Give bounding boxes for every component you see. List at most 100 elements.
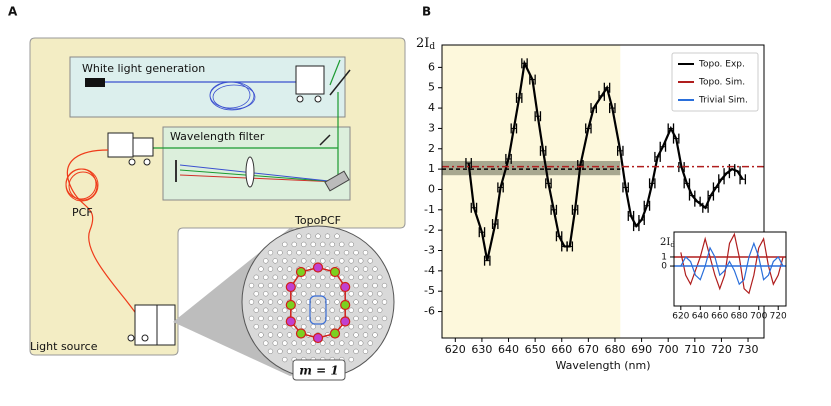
hole bbox=[377, 324, 383, 330]
hole bbox=[367, 291, 373, 297]
stage bbox=[156, 304, 176, 346]
hole bbox=[301, 324, 307, 330]
hole bbox=[334, 249, 340, 256]
hole bbox=[339, 241, 345, 248]
beam bbox=[179, 174, 339, 183]
beam bbox=[329, 59, 341, 86]
hole bbox=[248, 315, 255, 322]
hole bbox=[329, 340, 335, 346]
error-bar bbox=[627, 210, 635, 221]
x-tick-label: 640 bbox=[498, 343, 519, 356]
hole bbox=[277, 332, 283, 338]
x-tick-label: 690 bbox=[631, 343, 652, 356]
hole bbox=[372, 266, 378, 272]
hole bbox=[310, 340, 316, 346]
hole bbox=[377, 307, 383, 313]
error-bar bbox=[470, 202, 478, 213]
hole bbox=[267, 332, 274, 338]
error-bar bbox=[555, 231, 563, 242]
hole bbox=[334, 299, 340, 305]
setup-diagram: Light source White light generation Wave… bbox=[29, 37, 406, 381]
site bbox=[329, 266, 341, 278]
hole bbox=[353, 332, 359, 338]
hole bbox=[253, 274, 259, 280]
hole bbox=[362, 282, 369, 289]
hole bbox=[301, 241, 307, 248]
plot-frame bbox=[441, 44, 765, 339]
hole bbox=[258, 315, 264, 322]
y-tick-label: 0 bbox=[428, 182, 435, 195]
module-box bbox=[162, 126, 351, 201]
beam bbox=[179, 169, 339, 183]
error-bar bbox=[590, 103, 597, 114]
hole bbox=[301, 291, 307, 297]
x-tick-label: 620 bbox=[445, 343, 466, 356]
site bbox=[340, 316, 351, 327]
hole bbox=[315, 282, 321, 289]
hole bbox=[329, 258, 335, 264]
error-bar bbox=[654, 151, 661, 162]
hole bbox=[324, 282, 331, 289]
error-bar bbox=[566, 241, 574, 252]
error-bar bbox=[483, 255, 491, 266]
hole bbox=[267, 315, 274, 322]
hole bbox=[324, 249, 331, 256]
y-tick-label: 2 bbox=[428, 142, 435, 155]
beam bbox=[179, 164, 339, 183]
hole bbox=[282, 340, 288, 346]
hole bbox=[343, 332, 350, 338]
error-bar bbox=[571, 204, 579, 215]
hole bbox=[343, 266, 350, 272]
error-bar bbox=[505, 153, 512, 164]
hole bbox=[372, 299, 378, 305]
hole bbox=[348, 274, 354, 280]
hole bbox=[248, 282, 255, 289]
hole bbox=[272, 307, 278, 313]
y-tick-label: 3 bbox=[428, 121, 435, 134]
hole bbox=[305, 249, 312, 256]
mode-region bbox=[309, 295, 327, 325]
hole bbox=[291, 340, 297, 346]
hole bbox=[263, 258, 269, 264]
hole bbox=[324, 348, 331, 355]
hole bbox=[334, 348, 340, 355]
mode-label: m = 1 bbox=[299, 364, 338, 378]
hole bbox=[329, 241, 335, 248]
legend-label: Topo. Exp. bbox=[698, 60, 745, 70]
error-bar bbox=[577, 160, 584, 171]
error-bar bbox=[545, 178, 552, 189]
error-bar bbox=[478, 227, 486, 238]
hole bbox=[277, 299, 283, 305]
hole bbox=[320, 324, 326, 330]
hole bbox=[358, 307, 364, 313]
hole bbox=[258, 332, 264, 338]
shaded-region bbox=[442, 45, 621, 338]
y-tick-label: 4 bbox=[428, 101, 435, 114]
hole bbox=[296, 282, 302, 289]
x-tick-label: 700 bbox=[658, 343, 679, 356]
hole bbox=[329, 307, 335, 313]
label: Wavelength filter bbox=[170, 130, 265, 143]
hole bbox=[291, 258, 297, 264]
stage bbox=[295, 65, 325, 95]
hole bbox=[263, 291, 269, 297]
hole bbox=[277, 315, 283, 322]
hole bbox=[296, 315, 302, 322]
hole bbox=[362, 266, 369, 272]
site bbox=[285, 299, 296, 311]
hole bbox=[267, 299, 274, 305]
hole bbox=[263, 307, 269, 313]
x-tick-label: 720 bbox=[770, 312, 787, 322]
hole bbox=[381, 299, 388, 305]
hole bbox=[320, 340, 326, 346]
error-bar bbox=[510, 123, 518, 134]
hole bbox=[315, 348, 321, 355]
hole bbox=[286, 348, 293, 355]
hole bbox=[258, 266, 264, 272]
hole bbox=[282, 356, 288, 363]
hole bbox=[348, 324, 354, 330]
panel-label: B bbox=[422, 5, 431, 19]
hole bbox=[367, 307, 373, 313]
x-tick-label: 670 bbox=[578, 343, 599, 356]
hole bbox=[277, 282, 283, 289]
